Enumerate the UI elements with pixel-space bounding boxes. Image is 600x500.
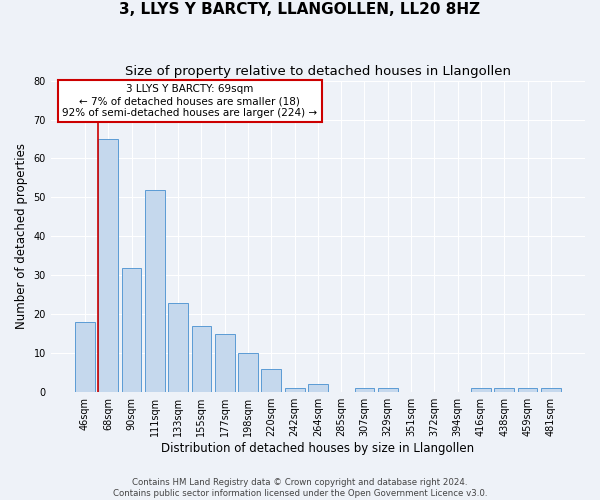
Bar bbox=[75, 322, 95, 392]
Bar bbox=[238, 354, 258, 392]
X-axis label: Distribution of detached houses by size in Llangollen: Distribution of detached houses by size … bbox=[161, 442, 475, 455]
Bar bbox=[355, 388, 374, 392]
Title: Size of property relative to detached houses in Llangollen: Size of property relative to detached ho… bbox=[125, 65, 511, 78]
Bar bbox=[308, 384, 328, 392]
Bar bbox=[494, 388, 514, 392]
Bar bbox=[262, 369, 281, 392]
Text: Contains HM Land Registry data © Crown copyright and database right 2024.
Contai: Contains HM Land Registry data © Crown c… bbox=[113, 478, 487, 498]
Bar bbox=[168, 302, 188, 392]
Bar bbox=[191, 326, 211, 392]
Text: 3 LLYS Y BARCTY: 69sqm
← 7% of detached houses are smaller (18)
92% of semi-deta: 3 LLYS Y BARCTY: 69sqm ← 7% of detached … bbox=[62, 84, 317, 117]
Text: 3, LLYS Y BARCTY, LLANGOLLEN, LL20 8HZ: 3, LLYS Y BARCTY, LLANGOLLEN, LL20 8HZ bbox=[119, 2, 481, 18]
Bar bbox=[471, 388, 491, 392]
Bar bbox=[541, 388, 561, 392]
Bar bbox=[215, 334, 235, 392]
Bar bbox=[378, 388, 398, 392]
Bar bbox=[285, 388, 305, 392]
Bar bbox=[518, 388, 538, 392]
Bar bbox=[98, 139, 118, 392]
Bar bbox=[145, 190, 165, 392]
Bar bbox=[122, 268, 142, 392]
Y-axis label: Number of detached properties: Number of detached properties bbox=[15, 144, 28, 330]
